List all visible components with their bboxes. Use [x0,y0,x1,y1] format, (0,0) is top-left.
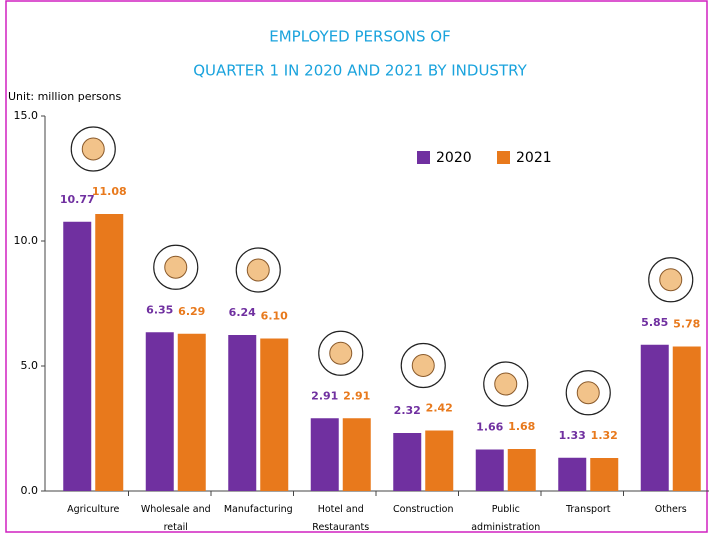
industry-icon-detail [330,342,352,364]
bar [476,450,504,492]
bar [673,347,701,492]
bar [63,222,91,491]
industry-icon-detail [165,256,187,278]
bar [343,418,371,491]
industry-icon-detail [82,138,104,160]
value-label: 5.85 [641,316,668,329]
bar [393,433,421,491]
y-tick-label: 15.0 [14,109,39,122]
value-label: 6.29 [178,305,205,318]
industry-icon-detail [495,373,517,395]
industry-icon-detail [660,269,682,291]
value-label: 10.77 [60,193,95,206]
x-tick-label: Construction [393,504,454,515]
industry-icon-detail [412,355,434,377]
x-tick-label: Agriculture [67,504,119,515]
x-tick-label: Manufacturing [224,504,293,515]
industry-icon-detail [247,259,269,281]
bar [178,334,206,491]
value-label: 1.66 [476,421,503,434]
value-label: 6.24 [229,306,256,319]
y-tick-label: 0.0 [21,484,39,497]
legend-swatch [417,151,430,164]
bar [260,339,288,492]
value-label: 6.10 [261,310,288,323]
value-label: 11.08 [92,185,127,198]
bar [425,431,453,492]
y-axis-label: Unit: million persons [8,90,121,103]
bar [311,418,339,491]
value-label: 2.91 [343,389,370,402]
value-label: 6.35 [146,303,173,316]
value-label: 2.32 [394,404,421,417]
y-tick-label: 10.0 [14,234,39,247]
chart-title: QUARTER 1 IN 2020 AND 2021 BY INDUSTRY [193,62,527,80]
bar [641,345,669,491]
bar [146,332,174,491]
bar [228,335,256,491]
value-label: 1.32 [591,429,618,442]
bar [95,214,123,491]
chart-title: EMPLOYED PERSONS OF [269,28,450,46]
industry-icon-detail [577,382,599,404]
x-tick-label: Transport [565,504,611,515]
value-label: 1.68 [508,420,535,433]
y-tick-label: 5.0 [21,359,39,372]
value-label: 5.78 [673,318,700,331]
value-label: 2.42 [426,402,453,415]
chart: EMPLOYED PERSONS OF QUARTER 1 IN 2020 AN… [0,0,709,534]
value-label: 2.91 [311,389,338,402]
bar [508,449,536,491]
bar [590,458,618,491]
value-label: 1.33 [559,429,586,442]
legend-label: 2020 [436,150,472,166]
legend-swatch [497,151,510,164]
bar [558,458,586,491]
legend-label: 2021 [516,150,552,166]
x-tick-label: Others [655,504,687,515]
